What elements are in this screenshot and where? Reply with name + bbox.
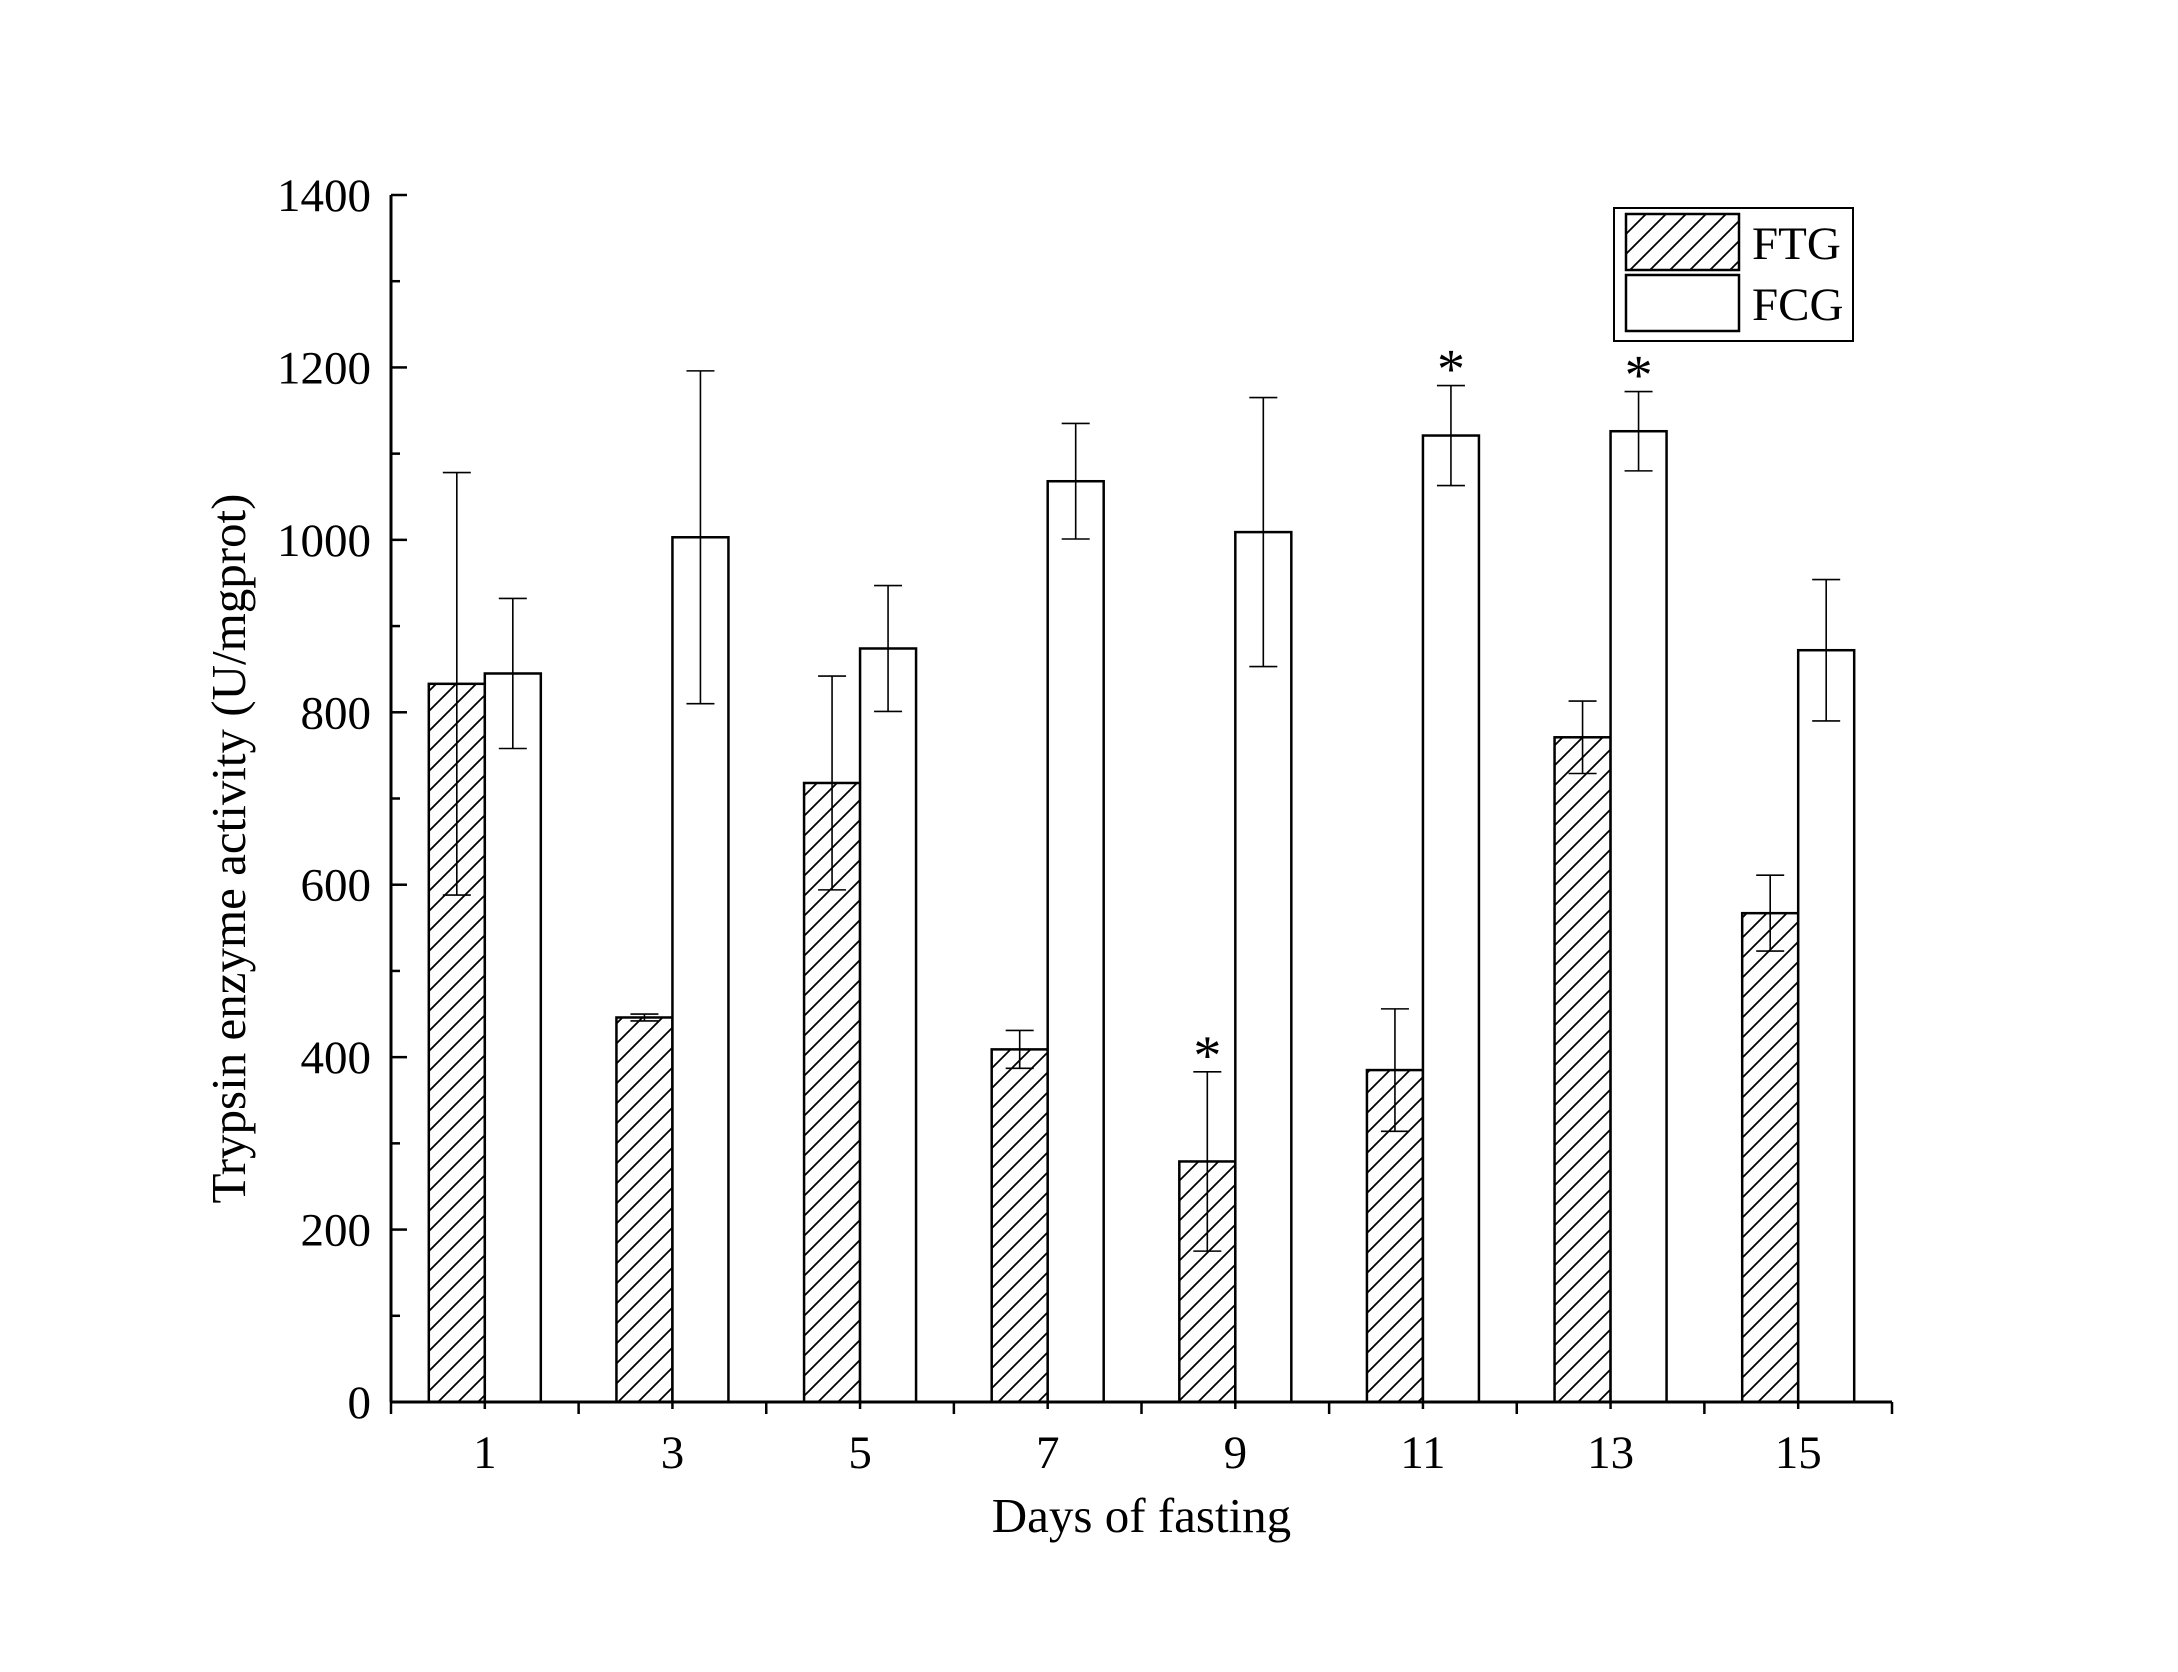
y-tick-label: 1000	[277, 515, 371, 567]
y-tick-label: 200	[301, 1205, 372, 1257]
y-tick-label: 600	[301, 860, 372, 912]
y-tick-label: 0	[348, 1377, 372, 1429]
bar-ftg-day-13	[1553, 736, 1612, 1404]
bar-fcg-day-13	[1609, 429, 1668, 1404]
y-tick-label: 400	[301, 1032, 372, 1084]
bar-fcg-day-7	[1046, 479, 1105, 1404]
x-axis-title: Days of fasting	[992, 1488, 1291, 1543]
significance-marker: *	[1437, 339, 1465, 401]
bar-fcg-day-15	[1796, 648, 1856, 1404]
y-tick-label: 800	[301, 687, 372, 739]
bar-ftg-day-15	[1740, 911, 1800, 1404]
axes-group	[389, 193, 1894, 1414]
bar-ftg-day-7	[990, 1048, 1049, 1404]
x-tick-label-day-9: 9	[1224, 1427, 1248, 1479]
bar-fcg-day-11	[1421, 434, 1481, 1404]
legend-label-ftg: FTG	[1752, 218, 1841, 270]
bar-fcg-day-9	[1234, 530, 1293, 1404]
bars-group	[427, 429, 1856, 1404]
significance-marker: *	[1625, 345, 1653, 407]
x-tick-label-day-1: 1	[473, 1427, 497, 1479]
bar-fcg-day-5	[858, 647, 918, 1404]
x-tick-label-day-13: 13	[1587, 1427, 1634, 1479]
bar-fcg-day-1	[483, 672, 543, 1404]
x-tick-label-day-11: 11	[1400, 1427, 1445, 1479]
error-bars-group	[442, 370, 1841, 1252]
significance-marker: *	[1193, 1025, 1221, 1087]
x-tick-label-day-7: 7	[1036, 1427, 1060, 1479]
y-tick-label: 1400	[277, 170, 371, 222]
y-axis-title: Trypsin enzyme activity (U/mgprot)	[201, 494, 256, 1204]
legend-label-fcg: FCG	[1752, 279, 1843, 331]
bar-ftg-day-3	[615, 1016, 674, 1404]
x-tick-label-day-15: 15	[1775, 1427, 1822, 1479]
x-tick-label-day-3: 3	[661, 1427, 685, 1479]
legend-swatch-ftg	[1624, 212, 1741, 272]
legend: FTG FCG	[1613, 207, 1854, 342]
y-tick-label: 1200	[277, 342, 371, 394]
x-tick-label-day-5: 5	[848, 1427, 872, 1479]
legend-swatch-fcg	[1624, 273, 1741, 333]
